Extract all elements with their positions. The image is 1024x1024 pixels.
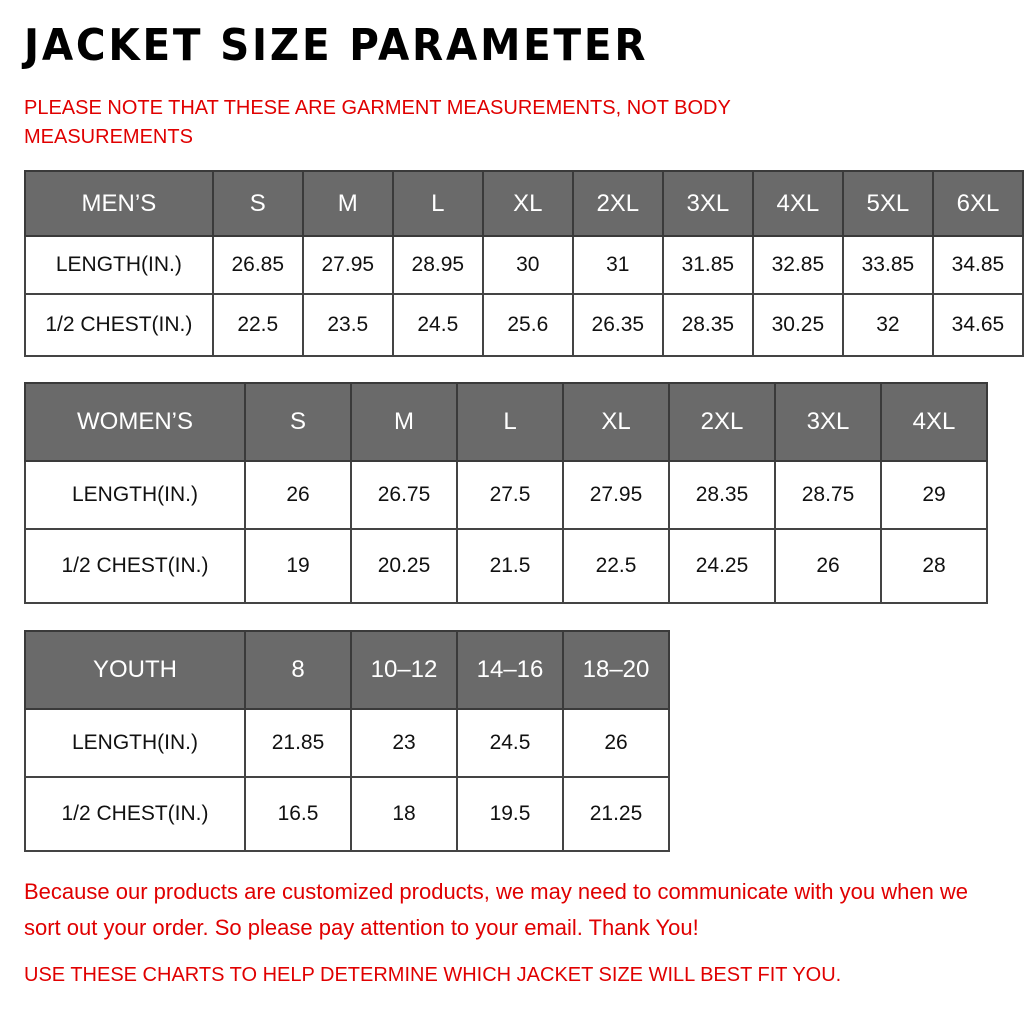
row-label: WOMEN’S [24, 382, 246, 462]
data-row: 1/2 CHEST(IN.) 16.5 18 19.5 21.25 [24, 776, 670, 852]
cell: XL [481, 170, 574, 237]
footer-instruction: USE THESE CHARTS TO HELP DETERMINE WHICH… [24, 964, 842, 986]
row-label: 1/2 CHEST(IN.) [24, 776, 246, 852]
cell: 27.95 [301, 235, 394, 295]
cell: 28.35 [661, 293, 754, 357]
cell: 21.5 [456, 528, 564, 604]
cell: 29 [880, 460, 988, 530]
cell: 6XL [931, 170, 1024, 237]
cell: 4XL [880, 382, 988, 462]
cell: 31 [571, 235, 664, 295]
cell: 26.85 [211, 235, 304, 295]
cell: 20.25 [350, 528, 458, 604]
cell: 2XL [668, 382, 776, 462]
cell: 24.25 [668, 528, 776, 604]
header-row: MEN’S S M L XL 2XL 3XL 4XL 5XL 6XL [24, 170, 1024, 237]
cell: 28 [880, 528, 988, 604]
cell: 26.75 [350, 460, 458, 530]
size-table: YOUTH 8 10–12 14–16 18–20 LENGTH(IN.) 21.85 23 2… [24, 630, 670, 852]
cell: 24.5 [391, 293, 484, 357]
cell: 10–12 [350, 630, 458, 710]
data-row: 1/2 CHEST(IN.) 19 20.25 21.5 22.5 24.25 26 28 [24, 528, 988, 604]
row-label: LENGTH(IN.) [24, 708, 246, 778]
cell: 22.5 [211, 293, 304, 357]
cell: 2XL [571, 170, 664, 237]
cell: 27.5 [456, 460, 564, 530]
cell: 26 [244, 460, 352, 530]
cell: 34.65 [931, 293, 1024, 357]
cell: 14–16 [456, 630, 564, 710]
size-table: MEN’S S M L XL 2XL 3XL 4XL 5XL 6XL LENGTH(IN.) 26.8… [24, 170, 1024, 357]
cell: 30.25 [751, 293, 844, 357]
cell: 30 [481, 235, 574, 295]
header-row: YOUTH 8 10–12 14–16 18–20 [24, 630, 670, 710]
cell: 34.85 [931, 235, 1024, 295]
row-label: 1/2 CHEST(IN.) [24, 293, 214, 357]
data-row: 1/2 CHEST(IN.) 22.5 23.5 24.5 25.6 26.35 28.35… [24, 293, 1024, 357]
cell: 18 [350, 776, 458, 852]
cell: 16.5 [244, 776, 352, 852]
note: PLEASE NOTE THAT THESE ARE GARMENT MEASU… [24, 97, 731, 148]
size-table: WOMEN’S S M L XL 2XL 3XL 4XL LENGTH(IN.) 26 26.75 2… [24, 382, 988, 604]
cell: 23 [350, 708, 458, 778]
cell: 25.6 [481, 293, 574, 357]
data-row: LENGTH(IN.) 21.85 23 24.5 26 [24, 708, 670, 778]
cell: S [211, 170, 304, 237]
footer-message: Because our products are customized prod… [24, 879, 969, 940]
cell: M [301, 170, 394, 237]
cell: 21.25 [562, 776, 670, 852]
cell: 26 [774, 528, 882, 604]
title: JACKET SIZE PARAMETER [24, 20, 649, 71]
cell: 22.5 [562, 528, 670, 604]
data-row: LENGTH(IN.) 26 26.75 27.5 27.95 28.35 28.75 29 [24, 460, 988, 530]
cell: L [391, 170, 484, 237]
cell: 33.85 [841, 235, 934, 295]
data-row: LENGTH(IN.) 26.85 27.95 28.95 30 31 31.85 32.85… [24, 235, 1024, 295]
header-row: WOMEN’S S M L XL 2XL 3XL 4XL [24, 382, 988, 462]
cell: 28.95 [391, 235, 484, 295]
cell: L [456, 382, 564, 462]
cell: 28.35 [668, 460, 776, 530]
cell: 23.5 [301, 293, 394, 357]
cell: M [350, 382, 458, 462]
row-label: YOUTH [24, 630, 246, 710]
cell: 3XL [661, 170, 754, 237]
cell: 31.85 [661, 235, 754, 295]
cell: 18–20 [562, 630, 670, 710]
cell: 32.85 [751, 235, 844, 295]
row-label: LENGTH(IN.) [24, 460, 246, 530]
cell: 28.75 [774, 460, 882, 530]
row-label: LENGTH(IN.) [24, 235, 214, 295]
cell: 27.95 [562, 460, 670, 530]
cell: 5XL [841, 170, 934, 237]
cell: 21.85 [244, 708, 352, 778]
cell: 24.5 [456, 708, 564, 778]
cell: S [244, 382, 352, 462]
cell: 19.5 [456, 776, 564, 852]
cell: 26.35 [571, 293, 664, 357]
cell: 8 [244, 630, 352, 710]
row-label: 1/2 CHEST(IN.) [24, 528, 246, 604]
cell: 4XL [751, 170, 844, 237]
cell: 32 [841, 293, 934, 357]
cell: 3XL [774, 382, 882, 462]
cell: 26 [562, 708, 670, 778]
row-label: MEN’S [24, 170, 214, 237]
cell: XL [562, 382, 670, 462]
cell: 19 [244, 528, 352, 604]
